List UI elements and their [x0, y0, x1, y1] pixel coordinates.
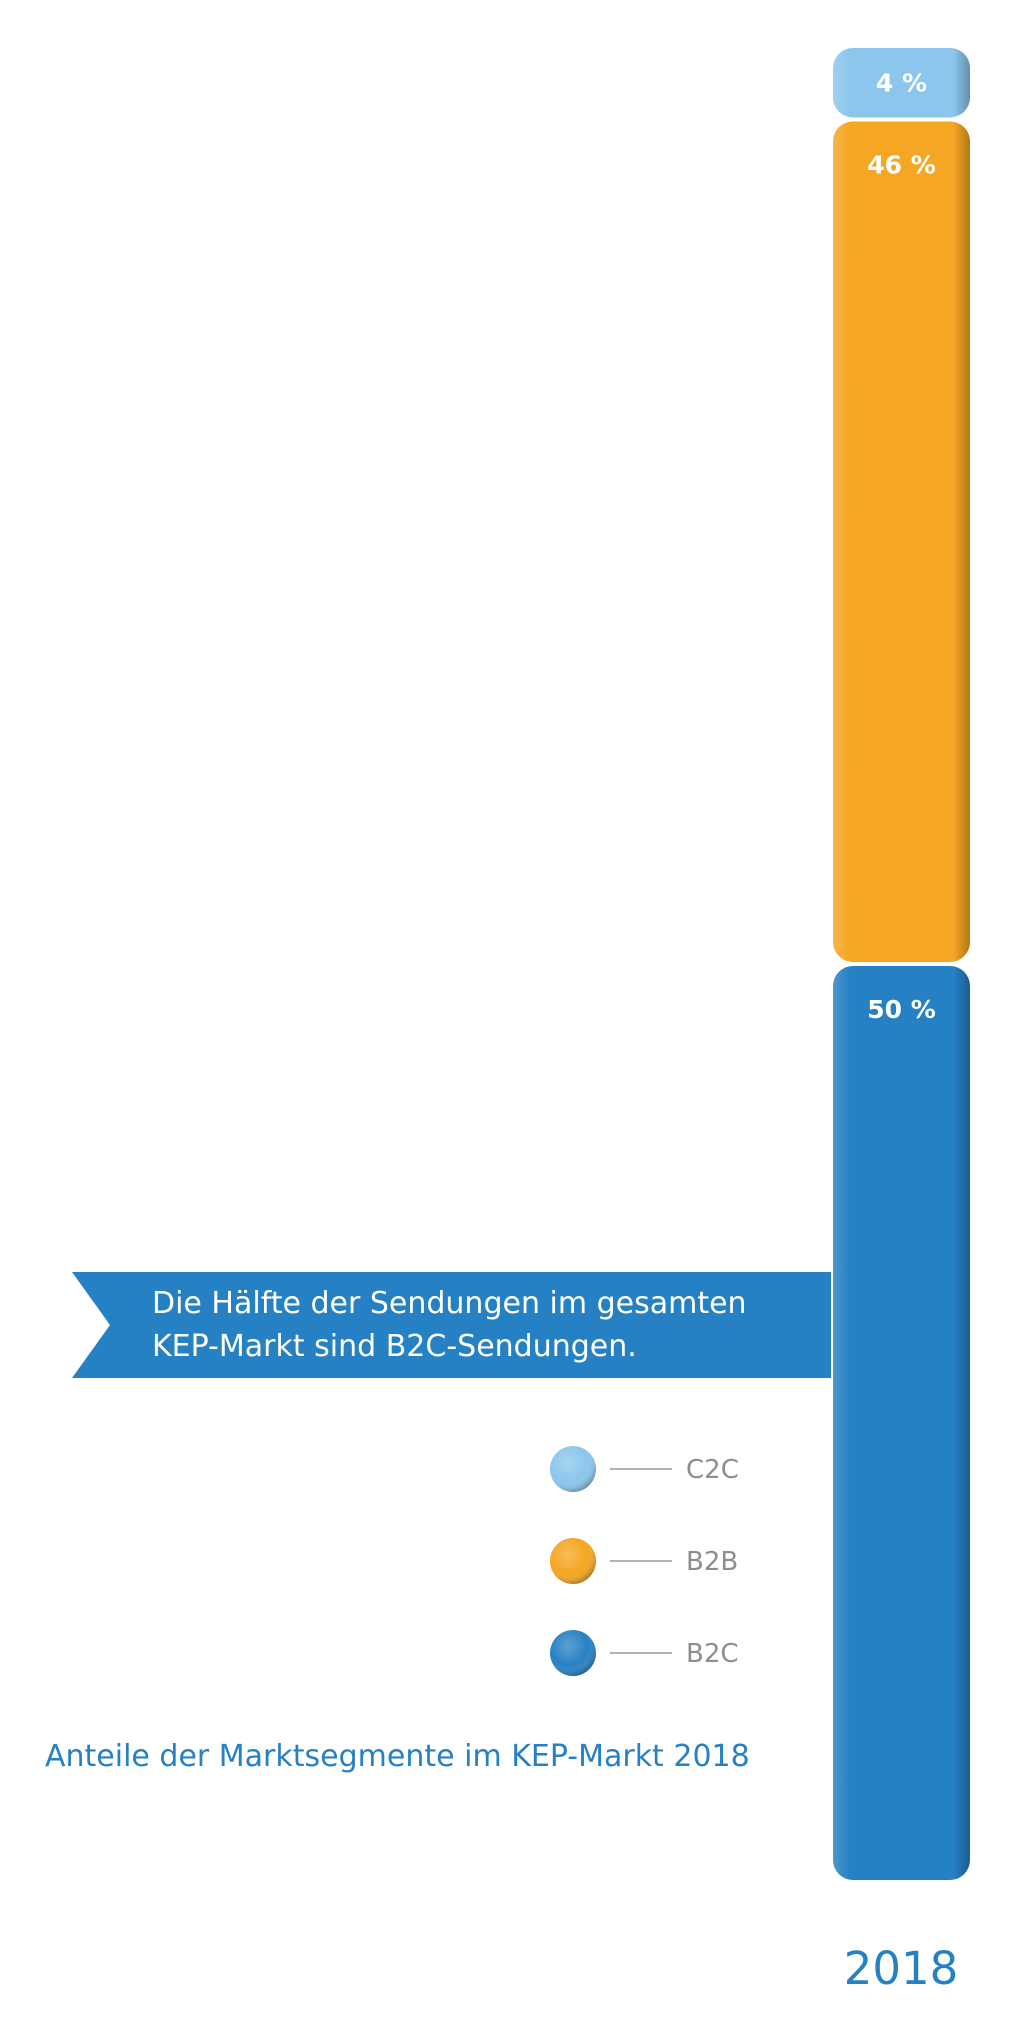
segment-labels: 50 % 46 % 4 %	[867, 69, 936, 1024]
bar-segment-shading-b2c	[833, 966, 970, 1880]
legend-label-b2b: B2B	[686, 1547, 738, 1577]
callout-line-2: KEP-Markt sind B2C-Sendungen.	[152, 1329, 637, 1364]
data-label-b2c: 50 %	[867, 995, 936, 1024]
legend-marker-shading-c2c	[550, 1446, 596, 1492]
callout-line-1: Die Hälfte der Sendungen im gesamten	[152, 1286, 747, 1321]
data-label-b2b: 46 %	[867, 150, 936, 179]
bar-segment-shading-c2c	[833, 48, 970, 118]
annotation-callout: Die Hälfte der Sendungen im gesamten KEP…	[72, 1272, 831, 1378]
data-label-c2c: 4 %	[876, 69, 927, 98]
callout-banner	[72, 1272, 831, 1378]
legend: C2C B2B B2C	[550, 1446, 739, 1676]
x-tick-label: 2018	[844, 1942, 959, 1995]
chart-title: Anteile der Marktsegmente im KEP-Markt 2…	[45, 1739, 750, 1774]
bar-segment-shading-b2b	[833, 121, 970, 962]
legend-label-c2c: C2C	[686, 1455, 739, 1485]
legend-marker-shading-b2b	[550, 1538, 596, 1584]
bar-segments	[833, 48, 970, 1880]
legend-label-b2c: B2C	[686, 1639, 739, 1669]
legend-marker-shading-b2c	[550, 1630, 596, 1676]
